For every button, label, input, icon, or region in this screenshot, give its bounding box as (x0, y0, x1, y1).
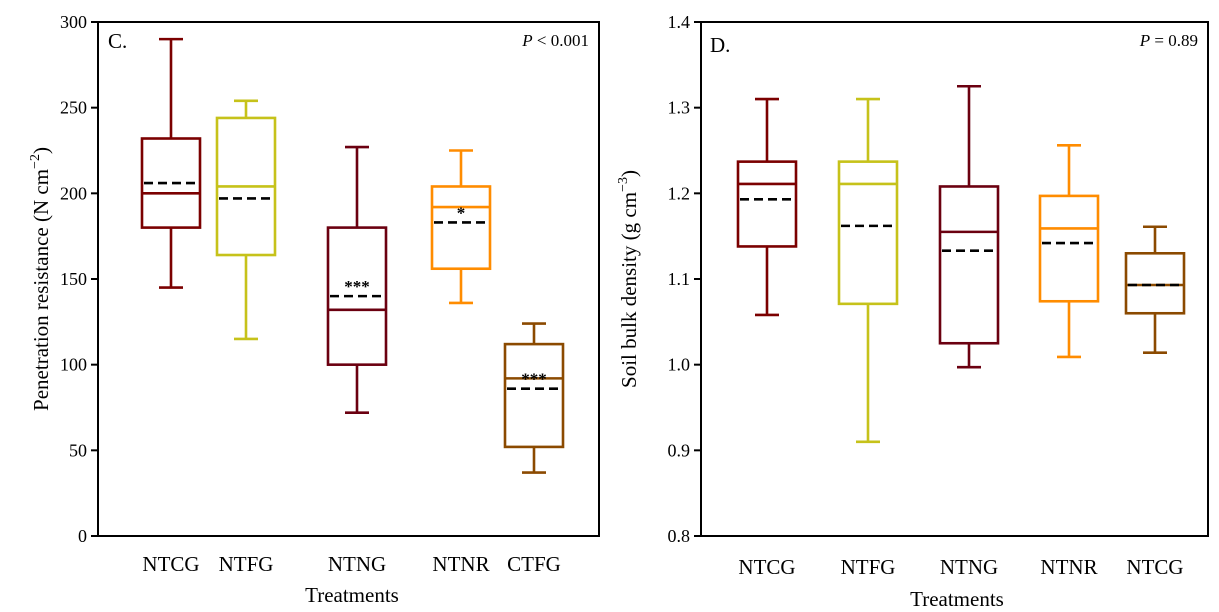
plot-frame-d (700, 21, 1209, 537)
iqr-box (938, 185, 1000, 345)
iqr-box (140, 137, 202, 229)
y-tick-label: 1.2 (668, 183, 691, 203)
x-category-label: NTCG (738, 555, 795, 579)
y-tick-label: 100 (60, 355, 87, 375)
panel-label-c: C. (108, 29, 127, 53)
y-tick-label: 1.4 (668, 12, 691, 32)
iqr-box (1124, 252, 1186, 315)
y-tick-label: 0.8 (668, 526, 691, 546)
y-tick-label: 1.0 (668, 355, 691, 375)
x-axis-title-d: Treatments (910, 587, 1004, 611)
box-ntcg (140, 37, 202, 289)
p-value-c: P < 0.001 (521, 31, 589, 50)
x-category-label: NTCG (142, 552, 199, 576)
p-value-d: P = 0.89 (1139, 31, 1198, 50)
y-axis-title-d: Soil bulk density (g cm−3) (616, 170, 641, 388)
x-category-label: NTNR (1040, 555, 1097, 579)
box-ntcg (1124, 225, 1186, 354)
significance-marker: *** (344, 277, 370, 296)
iqr-box (503, 342, 565, 449)
y-tick-label: 0.9 (668, 440, 691, 460)
box-ntng (938, 84, 1000, 369)
x-category-label: NTNG (940, 555, 998, 579)
plot-frame-c (97, 21, 600, 537)
significance-marker: * (457, 203, 466, 222)
x-category-label: NTFG (219, 552, 274, 576)
x-category-label: NTFG (841, 555, 896, 579)
box-ntnr: * (430, 149, 492, 305)
y-tick-label: 1.3 (668, 98, 691, 118)
x-axis-title-c: Treatments (305, 583, 399, 607)
iqr-box (326, 226, 388, 366)
y-tick-label: 150 (60, 269, 87, 289)
panel-d: 0.8 0.9 1.0 1.1 1.2 1.3 1.4 NTCG NTFG NTNG NTNR NTC… (616, 12, 1209, 611)
y-tick-label: 1.1 (668, 269, 691, 289)
x-category-label: NTCG (1126, 555, 1183, 579)
box-ctfg: *** (503, 322, 565, 474)
y-tick-label: 250 (60, 98, 87, 118)
x-category-label: NTNR (432, 552, 489, 576)
significance-marker: *** (521, 370, 547, 389)
iqr-box (837, 160, 899, 306)
iqr-box (736, 160, 798, 248)
iqr-box (430, 185, 492, 271)
iqr-box (1038, 194, 1100, 303)
x-category-label: CTFG (507, 552, 561, 576)
box-ntcg (736, 97, 798, 317)
panel-label-d: D. (710, 33, 730, 57)
x-category-label: NTNG (328, 552, 386, 576)
y-axis-title-c: Penetration resistance (N cm−2) (28, 147, 53, 411)
box-ntfg (215, 99, 277, 341)
box-ntng: *** (326, 145, 388, 414)
y-tick-label: 0 (78, 526, 87, 546)
y-tick-label: 300 (60, 12, 87, 32)
y-tick-label: 50 (69, 440, 87, 460)
box-ntnr (1038, 144, 1100, 359)
box-ntfg (837, 97, 899, 444)
y-tick-label: 200 (60, 183, 87, 203)
